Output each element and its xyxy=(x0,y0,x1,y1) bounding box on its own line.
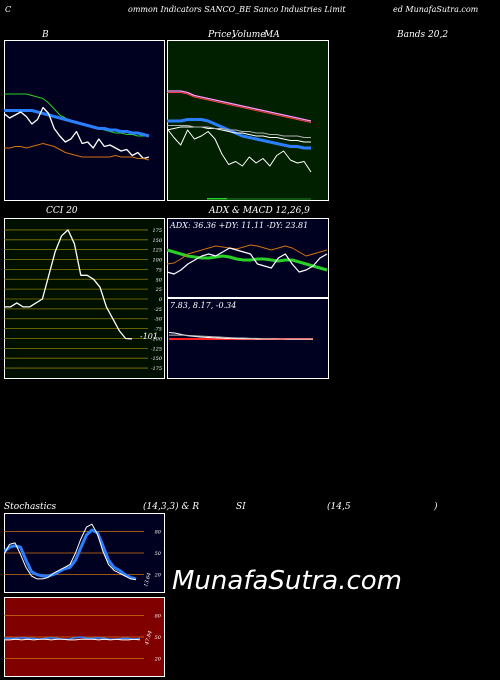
cci-tick-label: -175 xyxy=(151,366,162,372)
stoch-tick-label: 50 xyxy=(155,551,162,557)
series-line-1 xyxy=(4,523,137,581)
cci-tick-label: -150 xyxy=(151,356,163,362)
series-line-1 xyxy=(167,244,328,265)
cci-tick-label: 50 xyxy=(156,277,163,283)
cci-tick-label: -125 xyxy=(151,346,162,352)
volume-title: Volume xyxy=(232,30,266,40)
series-line-0 xyxy=(167,248,328,272)
cci-tick-label: 125 xyxy=(152,248,162,254)
volume-bar xyxy=(207,198,227,200)
adx-panel: ADX: 36.36 +DY: 11.11 -DY: 23.81 xyxy=(167,218,329,298)
series-line-3 xyxy=(4,143,150,161)
cci-tick-label: 150 xyxy=(152,238,162,244)
stoch-title: Stochastics xyxy=(4,502,57,512)
ma-title: MA xyxy=(264,30,280,40)
panel-background xyxy=(4,218,165,379)
cci-tick-label: 100 xyxy=(152,258,162,264)
series-line-1 xyxy=(4,109,150,138)
cci-tick-label: -50 xyxy=(154,317,163,323)
series-line-4 xyxy=(167,125,311,138)
stoch-params-title: (14,3,3) & R xyxy=(143,502,200,512)
cci-tick-label: 25 xyxy=(155,287,162,293)
macd-panel: 7.83, 8.17, -0.34 xyxy=(167,298,329,379)
stoch-tick-label: 80 xyxy=(155,529,162,535)
series-line-2 xyxy=(4,106,150,160)
rsi-close-paren: ) xyxy=(434,502,438,512)
rsi-tick-label: 80 xyxy=(155,613,162,619)
series-line-2 xyxy=(167,118,311,150)
header-right: ed MunafaSutra.com xyxy=(393,5,479,14)
series-line-2 xyxy=(167,247,328,275)
header-left: C xyxy=(5,5,12,14)
rsi-params-title: (14,5 xyxy=(327,502,351,512)
series-line-1 xyxy=(4,638,141,641)
series-line-1 xyxy=(169,334,313,340)
rsi-title: SI xyxy=(236,502,246,512)
rsi-value-label: 47.84 xyxy=(144,630,154,646)
cci-tick-label: 0 xyxy=(159,297,163,303)
series-line-0 xyxy=(4,528,137,581)
bollinger-panel xyxy=(4,40,165,201)
adx-label: ADX: 36.36 +DY: 11.11 -DY: 23.81 xyxy=(169,221,308,230)
cci-panel: 175 150 125 100 75 50 25 0 -25 -50 -75 -100 -125 -150… xyxy=(4,218,165,379)
cci-tick-label: -75 xyxy=(154,327,162,333)
price-ma-panel xyxy=(167,40,329,201)
rsi-tick-label: 20 xyxy=(154,657,162,663)
macd-label: 7.83, 8.17, -0.34 xyxy=(170,301,236,310)
stoch-value-label: 13.64 xyxy=(143,572,153,587)
rsi-panel: 80 50 20 47.84 xyxy=(4,597,165,677)
series-line-5 xyxy=(167,128,312,173)
rsi-tick-label: 50 xyxy=(155,635,162,641)
series-line-0 xyxy=(167,90,312,122)
series-line-3 xyxy=(167,126,311,143)
cci-tick-label: 75 xyxy=(156,267,162,273)
cci-tick-label: 175 xyxy=(152,228,162,234)
bands-params-title: Bands 20,2 xyxy=(397,30,449,40)
adx-macd-title: ADX & MACD 12,26,9 xyxy=(209,206,310,216)
panel-background xyxy=(4,40,165,201)
series-line-0 xyxy=(4,229,133,340)
watermark: MunafaSutra.com xyxy=(172,566,403,596)
series-line-1 xyxy=(167,92,312,123)
cci-tick-label: -100 xyxy=(151,336,163,342)
cci-title: CCI 20 xyxy=(46,206,78,216)
cci-value-label: -101 xyxy=(140,332,158,341)
price-title: Price, xyxy=(208,30,235,40)
header-title: ommon Indicators SANCO_BE Sanco Industri… xyxy=(128,5,346,14)
stoch-tick-label: 20 xyxy=(154,573,162,579)
bands-title: B xyxy=(42,30,49,40)
cci-tick-label: -25 xyxy=(154,307,162,313)
